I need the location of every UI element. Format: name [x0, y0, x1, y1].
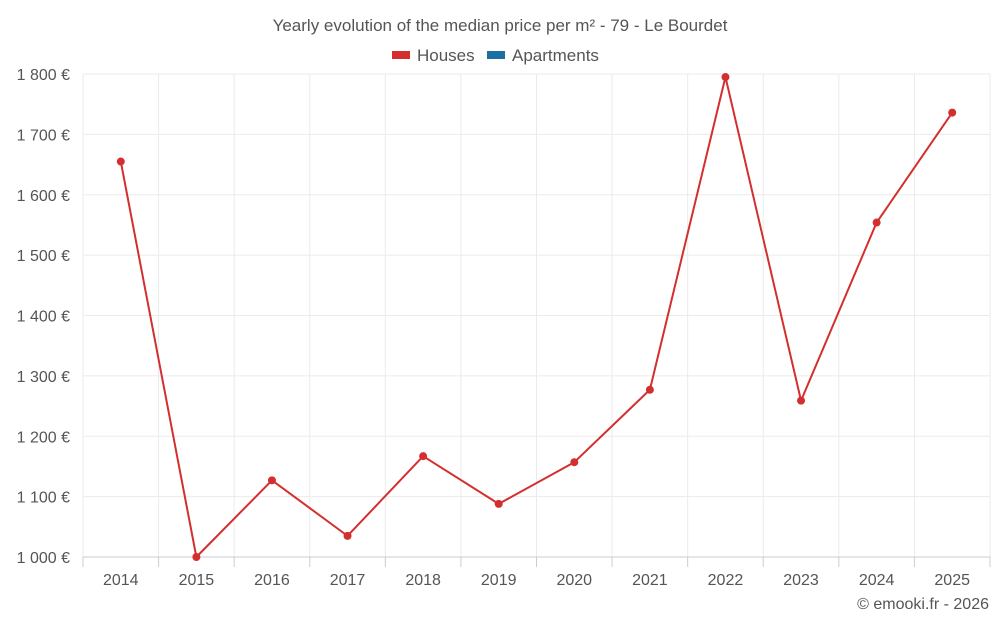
data-point-2025[interactable] — [948, 108, 957, 117]
y-tick-label: 1 300 € — [17, 369, 70, 386]
series-line-houses — [119, 76, 954, 558]
data-point-2015[interactable] — [192, 553, 201, 561]
x-tick-label: 2023 — [783, 572, 819, 589]
legend-item-apartments[interactable]: Apartments — [487, 46, 599, 65]
data-point-2018[interactable] — [419, 452, 428, 461]
legend: Houses Apartments — [392, 46, 599, 65]
y-tick-label: 1 000 € — [17, 550, 70, 567]
axes: 1 000 € 1 100 € 1 200 € 1 300 € 1 400 € 1 500… — [17, 67, 991, 589]
x-tick-label: 2025 — [934, 572, 970, 589]
legend-label-houses: Houses — [417, 46, 475, 65]
data-point-2014[interactable] — [116, 157, 125, 166]
x-tick-label: 2016 — [254, 572, 290, 589]
x-tick-label: 2017 — [330, 572, 366, 589]
data-point-2023[interactable] — [797, 396, 806, 405]
x-tick-label: 2024 — [859, 572, 895, 589]
y-tick-label: 1 500 € — [17, 248, 70, 265]
data-point-2024[interactable] — [872, 218, 881, 227]
y-tick-label: 1 600 € — [17, 188, 70, 205]
legend-swatch-houses — [392, 51, 410, 59]
credit-text: © emooki.fr - 2026 — [857, 596, 989, 613]
x-tick-label: 2015 — [179, 572, 215, 589]
grid — [82, 73, 991, 558]
data-point-2021[interactable] — [645, 385, 654, 394]
data-point-2022[interactable] — [721, 73, 730, 82]
y-tick-label: 1 700 € — [17, 127, 70, 144]
data-point-2019[interactable] — [494, 499, 503, 508]
x-tick-label: 2014 — [103, 572, 139, 589]
legend-swatch-apartments — [487, 51, 505, 59]
x-tick-label: 2018 — [405, 572, 441, 589]
legend-item-houses[interactable]: Houses — [392, 46, 475, 65]
y-tick-label: 1 200 € — [17, 429, 70, 446]
x-tick-label: 2021 — [632, 572, 668, 589]
series-houses — [116, 73, 957, 561]
legend-label-apartments: Apartments — [512, 46, 599, 65]
data-point-2016[interactable] — [267, 476, 276, 485]
x-tick-label: 2019 — [481, 572, 517, 589]
y-tick-label: 1 800 € — [17, 67, 70, 84]
chart-title: Yearly evolution of the median price per… — [273, 16, 728, 35]
y-tick-label: 1 400 € — [17, 309, 70, 326]
data-point-2017[interactable] — [343, 531, 352, 540]
x-tick-label: 2022 — [708, 572, 744, 589]
y-tick-label: 1 100 € — [17, 490, 70, 507]
data-point-2020[interactable] — [570, 458, 579, 467]
x-tick-label: 2020 — [556, 572, 592, 589]
